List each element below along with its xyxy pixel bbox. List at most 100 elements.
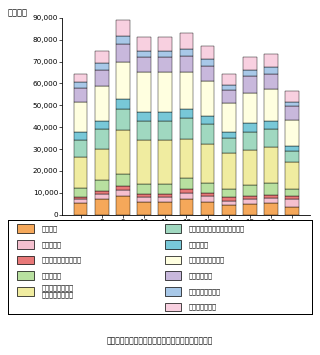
Bar [264, 147, 278, 183]
Bar [243, 150, 257, 185]
Bar [222, 103, 236, 132]
Bar [74, 203, 87, 215]
Bar [17, 287, 34, 296]
Bar [201, 81, 214, 116]
Bar [201, 144, 214, 183]
Bar [74, 140, 87, 157]
Bar [222, 197, 236, 201]
Bar [137, 194, 151, 197]
Bar [164, 272, 181, 280]
Bar [264, 73, 278, 89]
Bar [158, 57, 172, 72]
Text: 電気音響機器: 電気音響機器 [189, 272, 213, 279]
Bar [243, 204, 257, 215]
Bar [95, 121, 108, 129]
Bar [243, 70, 257, 76]
Text: ラジオ・テレビ受信機: ラジオ・テレビ受信機 [42, 257, 81, 263]
Bar [116, 130, 130, 174]
Bar [264, 121, 278, 129]
Bar [158, 140, 172, 184]
Bar [74, 132, 87, 140]
Bar [180, 56, 193, 72]
Bar [158, 202, 172, 215]
Bar [180, 118, 193, 138]
Bar [243, 196, 257, 199]
Text: 携帯電話機: 携帯電話機 [42, 241, 61, 248]
Bar [264, 198, 278, 203]
Text: 電子計算機付属装置: 電子計算機付属装置 [189, 257, 225, 263]
Bar [164, 256, 181, 264]
Bar [17, 272, 34, 280]
Bar [164, 224, 181, 233]
Bar [222, 90, 236, 103]
Bar [285, 102, 299, 106]
Bar [164, 303, 181, 311]
Bar [158, 50, 172, 57]
Bar [95, 149, 108, 180]
Bar [180, 178, 193, 189]
Text: 電子計算機本体（除パソコン）: 電子計算機本体（除パソコン） [189, 225, 245, 232]
Bar [116, 109, 130, 130]
Bar [285, 120, 299, 146]
Text: その他の機器等: その他の機器等 [189, 304, 217, 310]
Bar [180, 193, 193, 200]
Text: ビデオ機器: ビデオ機器 [189, 241, 209, 248]
Bar [201, 124, 214, 144]
Bar [158, 37, 172, 50]
Bar [137, 184, 151, 194]
Bar [285, 162, 299, 189]
Bar [180, 200, 193, 215]
Bar [116, 20, 130, 36]
Text: パソコン: パソコン [42, 225, 58, 232]
Bar [201, 66, 214, 81]
Bar [264, 54, 278, 67]
Bar [201, 196, 214, 202]
Bar [285, 91, 299, 102]
Text: （億円）: （億円） [8, 8, 28, 17]
Bar [201, 59, 214, 66]
Bar [74, 188, 87, 197]
Bar [222, 84, 236, 90]
Bar [285, 106, 299, 120]
Bar [243, 124, 257, 132]
Bar [116, 190, 130, 196]
Bar [17, 240, 34, 249]
Bar [74, 200, 87, 203]
Text: 無線電気通信機器
（除携帯電話機）: 無線電気通信機器 （除携帯電話機） [42, 285, 74, 298]
Bar [116, 62, 130, 99]
Bar [201, 183, 214, 193]
Bar [137, 112, 151, 121]
Bar [158, 197, 172, 202]
Bar [222, 138, 236, 153]
Bar [264, 67, 278, 73]
Bar [285, 207, 299, 215]
Bar [95, 86, 108, 121]
Bar [74, 88, 87, 102]
Bar [137, 72, 151, 112]
Bar [95, 180, 108, 191]
Bar [222, 153, 236, 189]
Bar [222, 132, 236, 138]
Bar [201, 202, 214, 215]
Bar [95, 62, 108, 70]
Text: 事務用機器: 事務用機器 [42, 272, 61, 279]
Bar [285, 200, 299, 207]
Bar [95, 70, 108, 86]
Bar [243, 132, 257, 150]
Bar [158, 112, 172, 121]
Bar [264, 203, 278, 215]
Bar [164, 287, 181, 296]
Bar [180, 49, 193, 56]
Bar [74, 197, 87, 200]
Bar [95, 191, 108, 194]
Bar [264, 195, 278, 198]
Bar [222, 73, 236, 84]
Bar [201, 193, 214, 196]
Bar [222, 205, 236, 215]
Bar [222, 201, 236, 205]
Bar [95, 129, 108, 149]
Bar [95, 200, 108, 215]
Bar [243, 185, 257, 196]
Bar [285, 189, 299, 196]
Bar [137, 202, 151, 215]
